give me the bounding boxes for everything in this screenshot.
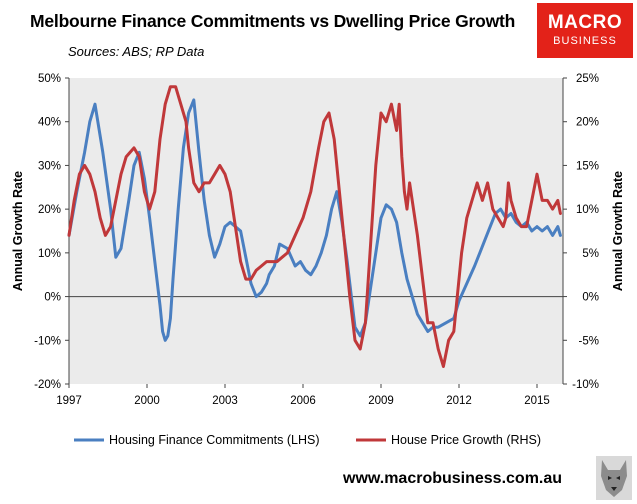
chart-title: Melbourne Finance Commitments vs Dwellin… — [30, 11, 516, 31]
x-tick-label: 2012 — [446, 395, 472, 407]
y-tick-label-left: 30% — [38, 160, 61, 172]
y-axis-title-right: Annual Growth Rate — [611, 171, 625, 291]
legend-label-lhs: Housing Finance Commitments (LHS) — [109, 433, 320, 447]
y-tick-label-left: 10% — [38, 248, 61, 260]
x-tick-label: 2015 — [524, 395, 550, 407]
axes: -20% -10% 0% 10% 20% 30% 40% 50% -10% -5% 0% 5% 10% 1… — [34, 73, 599, 407]
series-lines — [67, 85, 562, 368]
y-axis-title-left: Annual Growth Rate — [11, 171, 25, 291]
x-tick-label: 2006 — [290, 395, 316, 407]
y-tick-label-left: 40% — [38, 117, 61, 129]
y-tick-label-left: -10% — [34, 335, 61, 347]
y-tick-label-right: 0% — [582, 292, 599, 304]
y-tick-label-right: 25% — [576, 73, 599, 85]
x-tick-label: 2009 — [368, 395, 394, 407]
y-tick-label-left: 20% — [38, 204, 61, 216]
y-tick-label-left: -20% — [34, 379, 61, 391]
y-tick-label-right: 15% — [576, 160, 599, 172]
legend: Housing Finance Commitments (LHS) House … — [74, 433, 541, 447]
wolf-icon — [596, 456, 632, 500]
logo-line-1: MACRO — [547, 12, 623, 33]
y-tick-label-left: 0% — [44, 292, 61, 304]
y-tick-label-right: -10% — [572, 379, 599, 391]
y-tick-label-right: 10% — [576, 204, 599, 216]
legend-label-rhs: House Price Growth (RHS) — [391, 433, 541, 447]
x-tick-label: 2003 — [212, 395, 238, 407]
x-tick-label: 2000 — [134, 395, 160, 407]
y-tick-label-right: 5% — [582, 248, 599, 260]
logo-line-2: BUSINESS — [553, 35, 617, 47]
chart-sources: Sources: ABS; RP Data — [68, 44, 205, 59]
y-tick-label-left: 50% — [38, 73, 61, 85]
y-tick-label-right: 20% — [576, 117, 599, 129]
series-line-housing-finance — [67, 98, 562, 342]
brand-logo: MACRO BUSINESS — [537, 3, 633, 58]
footer-url: www.macrobusiness.com.au — [343, 470, 563, 487]
series-line-house-price — [67, 85, 562, 368]
y-tick-label-right: -5% — [579, 335, 599, 347]
x-tick-label: 1997 — [56, 395, 82, 407]
